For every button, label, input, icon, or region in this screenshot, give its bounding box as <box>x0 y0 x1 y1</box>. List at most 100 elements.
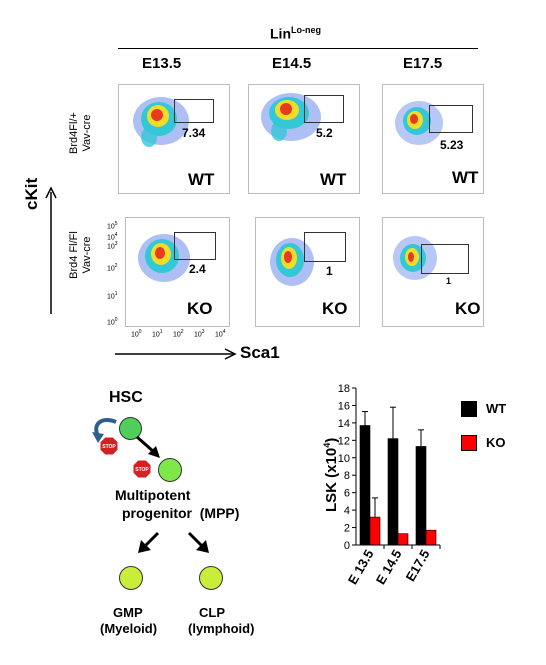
x-category-label-1: E 14.5 <box>373 547 405 587</box>
legend-ko-swatch <box>461 435 477 451</box>
stage-label-e13-5: E13.5 <box>142 55 182 72</box>
ko-x-tick-2-base: 10 <box>173 331 181 339</box>
mpp-node <box>158 458 182 482</box>
flow-panel-wt-e13-5 <box>118 84 230 194</box>
legend-ko-label: KO <box>486 435 506 450</box>
ko-x-tick-1: 101 <box>152 328 163 339</box>
lineage-superscript: Lo-neg <box>291 25 321 35</box>
ko-y-tick-2-exp: 2 <box>114 263 118 269</box>
lsk-gate-wt-e13-5 <box>174 99 214 123</box>
ckit-axis-label: cKit <box>22 177 41 210</box>
self-renewal-arrow-icon <box>92 417 117 443</box>
stage-label-e14-5: E14.5 <box>272 55 312 72</box>
flow-panel-ko-e17-5 <box>382 217 484 327</box>
ko-x-tick-0-exp: 0 <box>138 329 142 335</box>
y-tick-label-0: 0 <box>344 540 350 552</box>
ko-x-tick-4-base: 10 <box>215 331 223 339</box>
genotype-wt-e13-5: WT <box>188 170 215 189</box>
legend-wt-label: WT <box>486 401 507 416</box>
genotype-ko-e14-5: KO <box>322 299 348 318</box>
ko-y-tick-5: 105 <box>107 220 118 231</box>
row-label-ko: Brd4 Fl/Fl Vav-cre <box>68 210 94 300</box>
ko-y-tick-5-exp: 5 <box>114 221 118 227</box>
density-plot-wt-e17-5 <box>395 101 443 145</box>
row-label-wt-line1: Brd4Fl/+ <box>68 112 80 154</box>
density-plot-ko-e14-5 <box>270 238 314 286</box>
ko-y-tick-2: 102 <box>107 262 118 273</box>
flow-panel-ko-e13-5 <box>125 217 230 327</box>
ko-y-tick-3-base: 10 <box>107 243 115 251</box>
genotype-wt-e17-5: WT <box>452 168 479 187</box>
row-label-ko-line2: Vav-cre <box>81 236 93 274</box>
ko-y-tick-4-exp: 4 <box>114 232 118 238</box>
ko-y-tick-3-exp: 3 <box>114 241 118 247</box>
legend-wt-swatch <box>461 401 477 417</box>
lineage-rule <box>118 48 478 49</box>
density-plot-wt-e14-5 <box>261 93 321 141</box>
hsc-label: HSC <box>109 389 143 406</box>
flow-panel-wt-e17-5 <box>382 84 484 194</box>
ko-y-tick-2-base: 10 <box>107 265 115 273</box>
y-tick-label-4: 8 <box>344 470 350 482</box>
ko-y-tick-1-exp: 1 <box>114 291 118 297</box>
genotype-ko-e17-5: KO <box>455 299 481 318</box>
ko-x-tick-4: 104 <box>215 328 226 339</box>
genotype-ko-e13-5: KO <box>187 299 213 318</box>
x-category-label-0: E 13.5 <box>345 547 377 587</box>
y-tick-label-8: 16 <box>338 400 350 412</box>
clp-label-line2: (lymphoid) <box>188 621 255 636</box>
bar-wt-0 <box>359 425 371 546</box>
mpp-label-line2: progenitor (MPP) <box>122 505 240 521</box>
sca1-axis-label: Sca1 <box>240 343 280 362</box>
lineage-label: Lin <box>270 25 291 42</box>
gate-percent-ko-e17-5: 1 <box>446 276 452 286</box>
bar-ko-0 <box>369 516 381 546</box>
gmp-label-line2: (Myeloid) <box>100 621 158 636</box>
lsk-gate-ko-e17-5 <box>421 244 469 274</box>
x-category-label-2: E17.5 <box>403 547 433 584</box>
lineage-header: LinLo-neg <box>270 25 321 42</box>
sca1-axis-arrow <box>115 348 237 360</box>
ko-x-tick-2-exp: 2 <box>180 329 184 335</box>
ko-x-tick-3: 103 <box>194 328 205 339</box>
ko-x-tick-4-exp: 4 <box>222 329 226 335</box>
y-tick-label-6: 12 <box>338 435 350 447</box>
ko-y-tick-4: 104 <box>107 231 118 242</box>
gate-percent-wt-e13-5: 7.34 <box>182 126 206 140</box>
stop-sign-icon-2: STOP <box>132 459 152 479</box>
ko-x-tick-0-base: 10 <box>131 331 139 339</box>
gmp-label-line1: GMP <box>113 605 143 620</box>
ko-y-tick-3: 103 <box>107 240 118 251</box>
hsc-node <box>119 417 142 440</box>
ko-y-tick-1: 101 <box>107 290 118 301</box>
stage-label-e17-5: E17.5 <box>403 55 443 72</box>
y-tick-label-3: 6 <box>344 488 350 500</box>
ko-x-tick-3-base: 10 <box>194 331 202 339</box>
y-tick-label-2: 4 <box>344 505 350 517</box>
gate-percent-ko-e13-5: 2.4 <box>189 262 206 276</box>
density-plot-ko-e17-5 <box>393 236 437 280</box>
lsk-gate-ko-e13-5 <box>174 232 216 260</box>
ko-x-tick-0: 100 <box>131 328 142 339</box>
ko-y-tick-4-base: 10 <box>107 234 115 242</box>
density-plot-ko-e13-5 <box>138 234 190 282</box>
mpp-to-clp-arrow <box>187 531 209 553</box>
lsk-gate-wt-e17-5 <box>429 105 473 133</box>
stop-sign-icon-1: STOP <box>99 436 119 456</box>
clp-node <box>199 566 223 590</box>
stop-sign-text-1: STOP <box>102 444 116 450</box>
genotype-wt-e14-5: WT <box>320 170 347 189</box>
ko-x-tick-1-exp: 1 <box>159 329 163 335</box>
ko-x-tick-1-base: 10 <box>152 331 160 339</box>
row-label-ko-line1: Brd4 Fl/Fl <box>68 231 80 279</box>
lsk-gate-wt-e14-5 <box>304 95 344 123</box>
gate-percent-wt-e17-5: 5.23 <box>440 138 464 152</box>
ko-y-tick-0-base: 10 <box>107 319 115 327</box>
hsc-to-mpp-arrow <box>136 435 160 458</box>
mpp-to-gmp-arrow <box>138 531 160 553</box>
ko-y-tick-0-exp: 0 <box>114 317 118 323</box>
ko-y-tick-1-base: 10 <box>107 293 115 301</box>
row-label-wt-line2: Vav-cre <box>81 114 93 152</box>
gate-percent-ko-e14-5: 1 <box>326 264 333 278</box>
